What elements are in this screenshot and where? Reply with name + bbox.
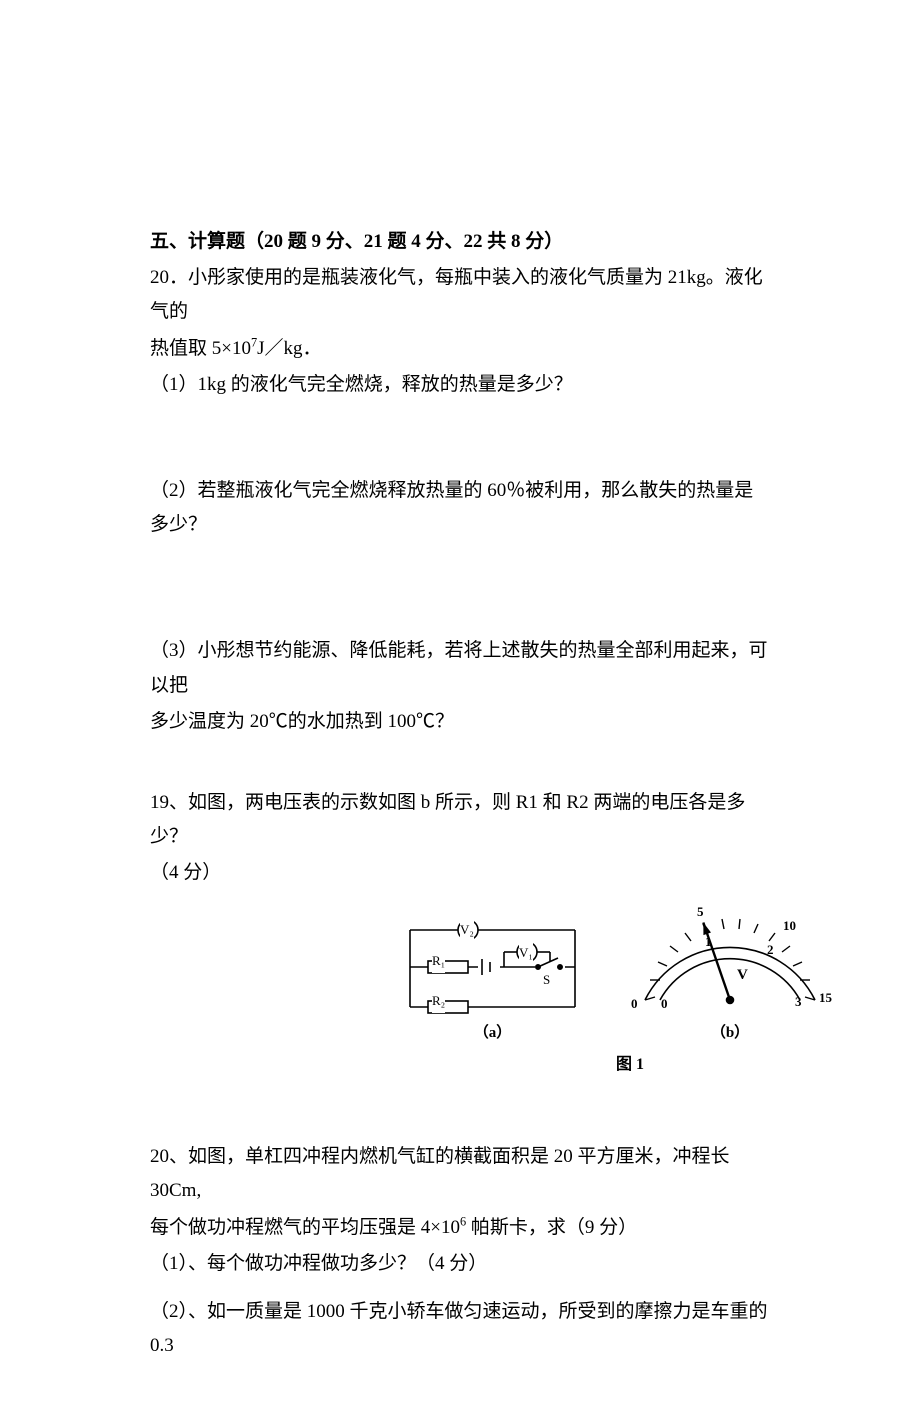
q20a-intro2-pre: 热值取 5×10	[150, 338, 251, 359]
q20a-part3-line2: 多少温度为 20℃的水加热到 100℃？	[150, 705, 770, 739]
meter-bot-2: 2	[767, 938, 774, 961]
circuit-diagram: V₂ V₁ R₁ R₂ S （a）	[400, 912, 585, 1047]
q20a-intro-line1: 20．小彤家使用的是瓶装液化气，每瓶中装入的液化气质量为 21kg。液化气的	[150, 261, 770, 329]
meter-top-10: 10	[783, 914, 796, 937]
circuit-caption: （a）	[400, 1020, 585, 1047]
q20a-part2: （2）若整瓶液化气完全燃烧释放热量的 60％被利用，那么散失的热量是多少？	[150, 474, 770, 542]
q20a-part1: （1）1kg 的液化气完全燃烧，释放的热量是多少？	[150, 368, 770, 402]
meter-bot-0: 0	[661, 992, 668, 1015]
figure-caption: 图 1	[400, 1051, 860, 1080]
q20b-line2-post: 帕斯卡，求（9 分）	[466, 1217, 637, 1238]
blank-space	[150, 1090, 770, 1140]
label-s: S	[543, 968, 550, 991]
meter-unit: V	[737, 962, 748, 989]
meter-top-15: 15	[819, 986, 832, 1009]
q20b-part1: （1）、每个做功冲程做功多少？（4 分）	[150, 1247, 770, 1281]
blank-space	[150, 741, 770, 786]
meter-top-0: 0	[631, 992, 638, 1015]
q19-line1: 19、如图，两电压表的示数如图 b 所示，则 R1 和 R2 两端的电压各是多少…	[150, 786, 770, 854]
meter-bot-3: 3	[795, 990, 802, 1013]
label-v2: V₂	[460, 918, 474, 941]
q20b-line2: 每个做功冲程燃气的平均压强是 4×106 帕斯卡，求（9 分）	[150, 1211, 770, 1245]
blank-space	[150, 544, 770, 634]
figure-1: V₂ V₁ R₁ R₂ S （a）	[400, 900, 860, 1080]
blank-space	[150, 1283, 770, 1295]
meter-bot-1: 1	[705, 930, 712, 953]
q20b-line2-pre: 每个做功冲程燃气的平均压强是 4×10	[150, 1217, 460, 1238]
meter-caption: （b）	[625, 1020, 835, 1047]
q19-line2: （4 分）	[150, 856, 770, 890]
label-r1: R₁	[432, 949, 445, 972]
q20a-part3-line1: （3）小彤想节约能源、降低能耗，若将上述散失的热量全部利用起来，可以把	[150, 634, 770, 702]
blank-space	[150, 404, 770, 474]
label-r2: R₂	[432, 989, 445, 1012]
q20b-part2: （2）、如一质量是 1000 千克小轿车做匀速运动，所受到的摩擦力是车重的 0.…	[150, 1295, 770, 1363]
meter-top-5: 5	[697, 900, 704, 923]
section-title: 五、计算题（20 题 9 分、21 题 4 分、22 共 8 分）	[150, 225, 770, 259]
q20b-line1: 20、如图，单杠四冲程内燃机气缸的横截面积是 20 平方厘米，冲程长 30Cm,	[150, 1140, 770, 1208]
q20a-intro-line2: 热值取 5×107J／kg．	[150, 332, 770, 366]
label-v1: V₁	[519, 941, 533, 964]
q20a-intro2-post: J／kg．	[257, 338, 321, 359]
voltmeter: 0 5 10 15 0 1 2 3 V （b）	[625, 900, 835, 1047]
